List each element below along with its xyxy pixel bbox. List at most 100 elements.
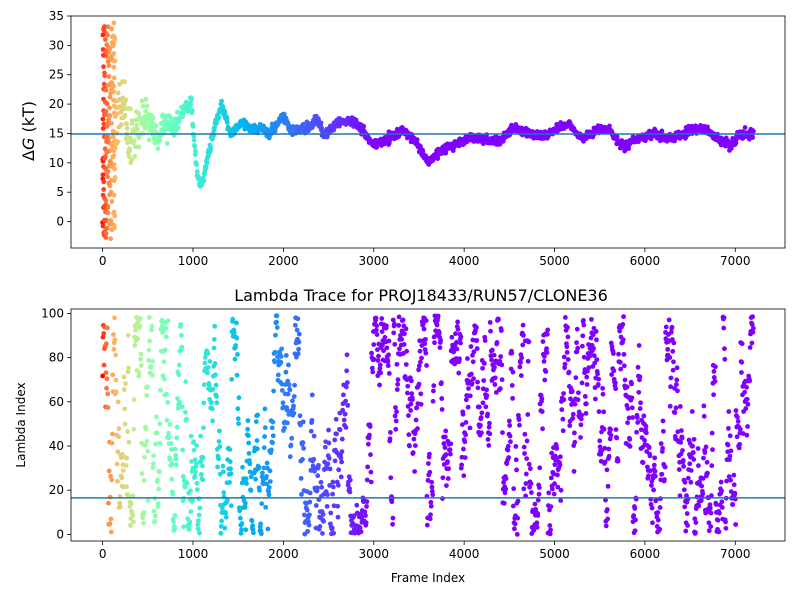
lambda-data-point [574,326,580,332]
lambda-data-point [584,374,590,380]
lambda-data-point [696,463,701,469]
lambda-data-point [200,477,206,483]
lambda-data-point [730,502,736,507]
lambda-data-point [254,438,260,443]
lambda-data-point [492,375,498,381]
lambda-data-point [722,356,728,362]
lambda-data-point [212,361,218,366]
lambda-data-point [267,479,273,484]
delta-g-data-point [750,135,756,141]
lambda-data-point [394,387,400,392]
lambda-data-point [608,432,614,438]
lambda-data-point [233,320,239,326]
lambda-data-point [648,501,654,507]
lambda-data-point [728,489,734,495]
lambda-data-point [701,413,707,419]
lambda-data-point [106,500,111,506]
lambda-data-point [336,467,342,473]
lambda-data-point [662,464,668,470]
lambda-data-point [554,446,560,451]
lambda-data-point [548,527,553,533]
lambda-data-point [344,380,350,385]
lambda-data-point [200,455,206,460]
delta-g-data-point [136,110,141,116]
delta-g-y-tick-label: 30 [49,38,64,52]
lambda-data-point [590,332,596,338]
delta-g-data-point [111,20,117,26]
delta-g-data-point [107,105,112,111]
lambda-data-point [150,358,155,364]
lambda-data-point [395,381,401,387]
lambda-data-point [532,501,538,507]
lambda-x-tick-label: 2000 [268,547,299,561]
lambda-data-point [393,418,399,424]
lambda-data-point [196,518,201,523]
lambda-data-point [119,475,125,481]
lambda-data-point [682,479,688,485]
lambda-data-point [521,444,527,450]
lambda-data-point [344,368,350,374]
lambda-data-point [486,424,492,430]
lambda-data-point [219,505,225,511]
lambda-data-point [173,453,179,458]
lambda-data-point [418,401,424,407]
lambda-data-point [387,436,393,442]
lambda-data-point [523,493,529,499]
lambda-data-point [668,329,674,335]
lambda-data-point [534,524,540,530]
lambda-data-point [409,391,415,396]
lambda-data-point [114,461,120,467]
lambda-data-point [467,393,473,399]
lambda-data-point [709,493,714,499]
lambda-data-point [213,382,219,388]
lambda-data-point [155,477,160,483]
lambda-data-point [374,332,380,337]
lambda-data-point [575,345,581,351]
lambda-data-point [343,398,348,404]
lambda-data-point [384,345,390,351]
lambda-data-point [320,512,326,517]
lambda-data-point [197,530,202,536]
lambda-data-point [445,459,450,465]
lambda-data-point [503,486,509,492]
lambda-data-point [592,396,598,402]
lambda-data-point [415,426,420,431]
lambda-data-point [618,366,624,372]
lambda-data-point [404,348,410,354]
delta-g-data-point [122,113,128,118]
lambda-data-point [400,317,406,323]
delta-g-data-point [109,199,115,204]
delta-g-data-point [122,79,128,85]
lambda-data-point [219,518,224,524]
lambda-data-point [286,382,292,388]
lambda-data-point [652,455,658,461]
delta-g-data-point [107,192,112,198]
lambda-data-point [404,390,410,396]
lambda-data-point [210,418,215,424]
lambda-data-point [463,420,469,425]
lambda-data-point [672,410,678,415]
lambda-data-point [425,461,431,466]
lambda-data-point [207,358,213,364]
lambda-data-point [296,339,302,345]
lambda-data-point [357,525,363,531]
lambda-data-point [234,335,240,341]
lambda-data-point [728,448,734,454]
lambda-data-point [369,350,374,356]
lambda-data-point [533,506,539,512]
lambda-data-point [269,425,275,431]
lambda-data-point [681,487,687,493]
lambda-data-point [605,516,611,522]
lambda-data-point [457,356,462,362]
lambda-data-point [107,521,113,527]
lambda-data-point [169,476,175,482]
lambda-data-point [416,367,421,373]
lambda-data-point [552,481,557,487]
lambda-data-point [674,377,680,383]
lambda-data-point [627,444,633,449]
delta-g-data-point [101,187,107,192]
lambda-data-point [719,499,725,505]
lambda-data-point [416,381,422,387]
delta-g-data-point [191,133,197,139]
lambda-data-point [470,359,476,365]
